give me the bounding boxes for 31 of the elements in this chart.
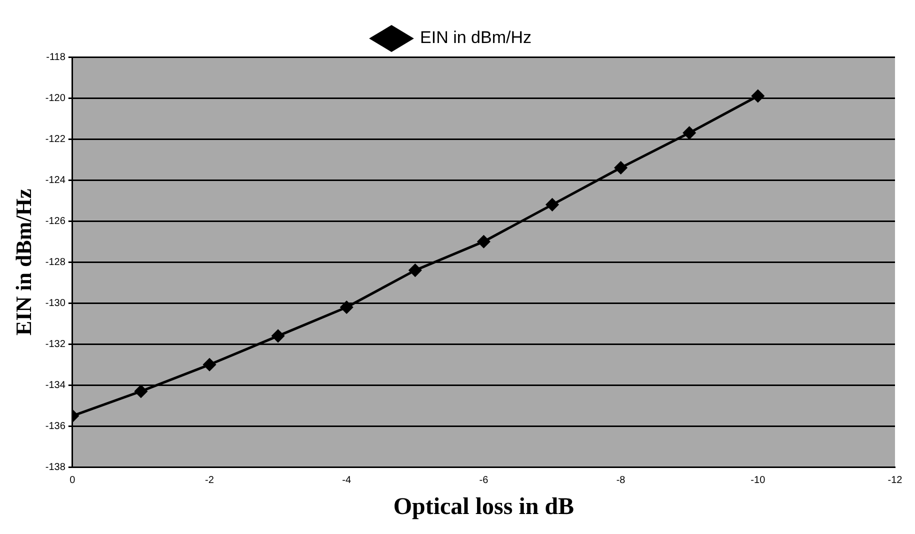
y-tick-label: -118 [46, 52, 66, 63]
y-tick-label: -128 [45, 256, 66, 268]
point [408, 264, 422, 277]
x-axis-title: Optical loss in dB [393, 494, 574, 520]
point [683, 126, 696, 140]
y-tick-label: -120 [45, 92, 66, 104]
point [546, 198, 559, 211]
y-tick-label: -138 [45, 462, 66, 473]
x-tick-label: -8 [616, 474, 626, 486]
y-axis-title: EIN in dBm/Hz [10, 188, 36, 336]
x-tick-label: -2 [205, 474, 214, 486]
point [752, 90, 764, 102]
point [134, 385, 148, 398]
x-tick-label: -6 [479, 474, 489, 486]
y-tick-label: -134 [45, 380, 66, 391]
point [203, 358, 216, 371]
y-tick-label: -122 [45, 134, 66, 145]
legend-label: EIN in dBm/Hz [420, 28, 532, 48]
point [477, 235, 490, 248]
y-tick-label: -124 [45, 174, 66, 186]
point [614, 162, 628, 174]
y-tick-label: -130 [45, 298, 66, 309]
x-tick-label: -12 [888, 474, 903, 486]
x-tick-label: 0 [70, 474, 76, 486]
y-tick-label: -136 [45, 420, 66, 432]
y-tick-label: -132 [45, 338, 66, 350]
x-tick-label: -10 [750, 474, 766, 486]
x-tick-label: -4 [342, 474, 352, 486]
point [340, 300, 353, 314]
y-tick-label: -126 [45, 216, 66, 227]
point [272, 330, 284, 342]
